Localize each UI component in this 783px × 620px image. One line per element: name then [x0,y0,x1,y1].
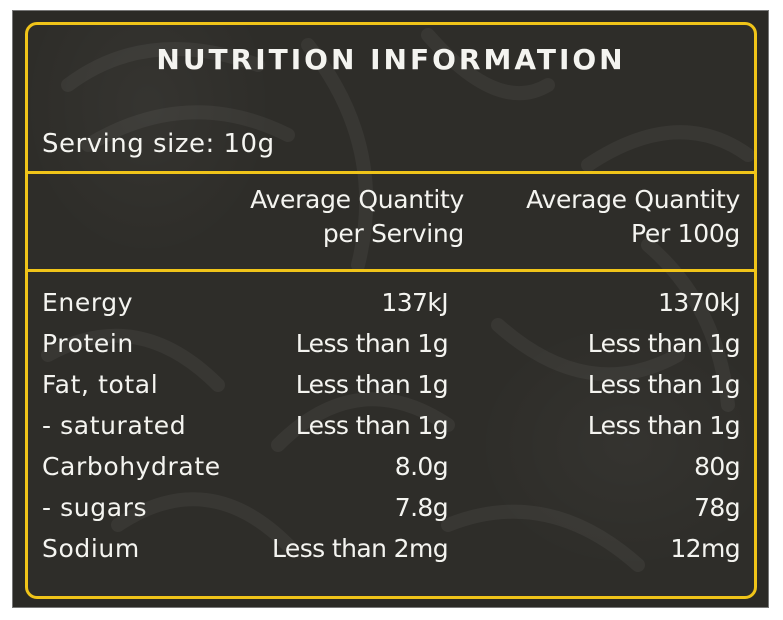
table-row-sodium: Sodium Less than 2mg 12mg [42,528,741,569]
per-100g-value: Less than 1g [587,411,741,440]
divider-top [28,171,754,174]
per-serving-value: Less than 1g [295,329,449,358]
table-row-sugars: - sugars 7.8g 78g [42,487,741,528]
nutrient-label: Carbohydrate [42,452,221,481]
serving-size: Serving size: 10g [42,129,275,159]
per-100g-value: 1370kJ [658,288,740,317]
nutrient-label: Sodium [42,534,140,563]
nutrient-label: Protein [42,329,134,358]
column-header-per-serving-line1: Average Quantity [250,185,464,214]
nutrient-table: Energy 137kJ 1370kJ Protein Less than 1g… [42,282,741,569]
per-serving-value: 137kJ [381,288,448,317]
nutrient-label: - sugars [42,493,148,522]
per-100g-value: 78g [694,493,740,522]
panel-title: NUTRITION INFORMATION [156,43,626,76]
column-header-per-100g: Average Quantity Per 100g [526,183,740,251]
per-serving-value: 8.0g [394,452,449,481]
per-serving-value: Less than 1g [295,411,449,440]
nutrient-label: Fat, total [42,370,159,399]
per-100g-value: 12mg [670,534,740,563]
per-serving-value: Less than 1g [295,370,449,399]
nutrient-label: - saturated [42,411,187,440]
nutrient-label: Energy [42,288,134,317]
nutrition-panel: NUTRITION INFORMATION Serving size: 10g … [25,22,757,599]
per-100g-value: Less than 1g [587,329,741,358]
column-header-per-100g-line1: Average Quantity [526,185,740,214]
column-header-per-serving-line2: per Serving [322,219,464,248]
table-row-energy: Energy 137kJ 1370kJ [42,282,741,323]
table-row-saturated: - saturated Less than 1g Less than 1g [42,405,741,446]
table-row-fat-total: Fat, total Less than 1g Less than 1g [42,364,741,405]
table-row-carbohydrate: Carbohydrate 8.0g 80g [42,446,741,487]
per-serving-value: Less than 2mg [272,534,449,563]
per-serving-value: 7.8g [394,493,449,522]
divider-header [28,269,754,272]
table-row-protein: Protein Less than 1g Less than 1g [42,323,741,364]
column-header-per-100g-line2: Per 100g [631,219,740,248]
per-100g-value: 80g [694,452,740,481]
per-100g-value: Less than 1g [587,370,741,399]
column-header-per-serving: Average Quantity per Serving [250,183,464,251]
